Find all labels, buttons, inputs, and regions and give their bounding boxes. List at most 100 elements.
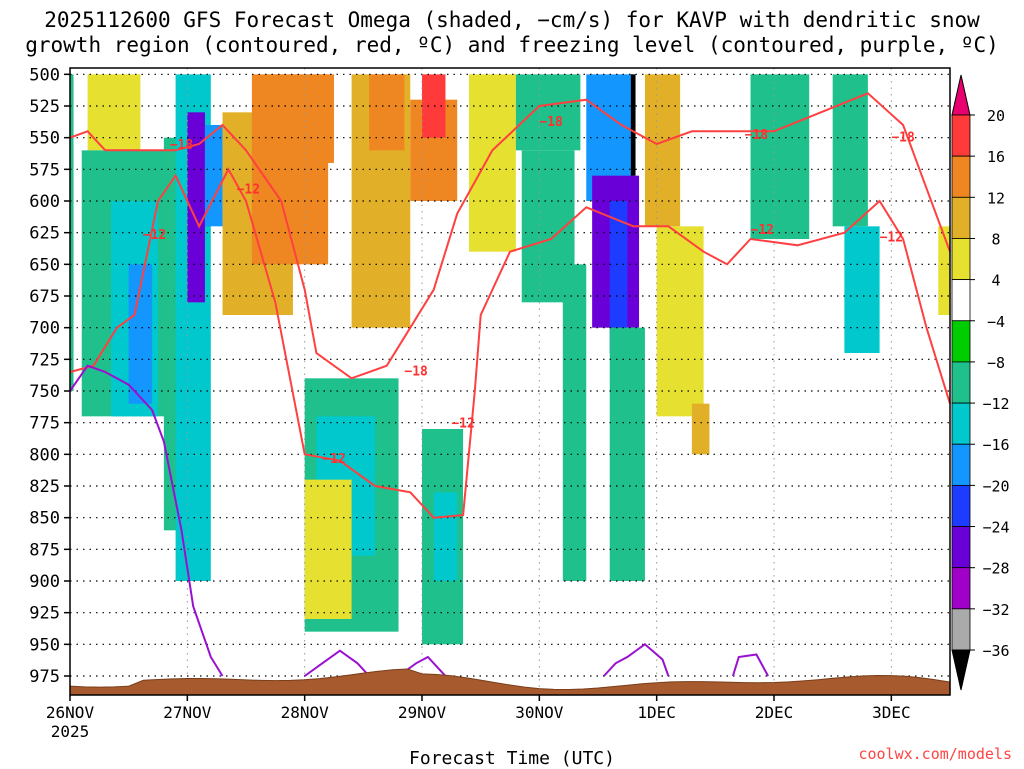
y-tick-label: 800 — [29, 445, 60, 465]
contour-label: −18 — [539, 115, 563, 130]
y-tick-label: 725 — [29, 350, 60, 370]
omega-cell — [433, 492, 458, 581]
colorbar-label: −32 — [982, 601, 1009, 619]
y-tick-label: 975 — [29, 667, 60, 687]
colorbar-segment — [951, 361, 971, 404]
y-tick-label: 875 — [29, 540, 60, 560]
omega-cell — [609, 201, 628, 353]
x-tick-label: 28NOV — [281, 703, 330, 722]
x-tick-label: 29NOV — [398, 703, 447, 722]
colorbar-segment — [951, 608, 971, 651]
colorbar-label: 8 — [991, 230, 1000, 248]
chart-title-line1: 2025112600 GFS Forecast Omega (shaded, −… — [44, 8, 980, 32]
y-tick-label: 650 — [29, 255, 60, 275]
colorbar-bottom-arrow — [951, 649, 971, 691]
y-tick-label: 700 — [29, 319, 60, 339]
colorbar-segment — [951, 526, 971, 569]
contour-label: −18 — [170, 138, 194, 153]
freezing-level-contour — [731, 653, 769, 677]
credit-text: coolwx.com/models — [858, 745, 1012, 763]
colorbar-segment — [951, 279, 971, 322]
contour-label: −12 — [322, 452, 345, 467]
colorbar-label: 4 — [991, 272, 1000, 290]
colorbar-segment — [951, 567, 971, 610]
omega-cell — [691, 403, 710, 455]
freezing-level-contour — [397, 655, 447, 677]
colorbar-top-arrow — [951, 74, 971, 116]
omega-cell — [515, 74, 581, 151]
contour-label: −12 — [751, 223, 774, 238]
colorbar-label: −16 — [982, 436, 1009, 454]
omega-cell — [630, 74, 636, 176]
omega-cell — [750, 74, 810, 239]
freezing-level-contour — [603, 643, 670, 677]
omega-cell — [422, 74, 446, 138]
omega-cell — [562, 264, 587, 581]
y-tick-label: 675 — [29, 287, 60, 307]
omega-cell — [369, 74, 405, 151]
plot-frame — [69, 67, 951, 696]
y-tick-label: 600 — [29, 192, 60, 212]
y-tick-label: 575 — [29, 160, 60, 180]
x-tick-label: 30NOV — [515, 703, 564, 722]
omega-cell — [644, 74, 681, 227]
omega-cell — [263, 74, 334, 163]
omega-cell — [70, 74, 74, 391]
colorbar-segment — [951, 155, 971, 198]
y-tick-label: 525 — [29, 97, 60, 117]
y-tick-label: 850 — [29, 509, 60, 529]
y-tick-label: 625 — [29, 224, 60, 244]
freezing-level-contour — [69, 364, 224, 677]
y-tick-label: 900 — [29, 572, 60, 592]
contour-label: −18 — [891, 130, 915, 145]
omega-cell — [204, 125, 223, 227]
colorbar-segment — [951, 484, 971, 527]
colorbar-label: 12 — [987, 189, 1005, 207]
x-tick-label: 2DEC — [755, 703, 794, 722]
x-tick-label: 3DEC — [872, 703, 911, 722]
y-tick-label: 925 — [29, 604, 60, 624]
colorbar-segment — [951, 443, 971, 486]
colorbar-label: −36 — [982, 642, 1009, 660]
contour-label: −12 — [451, 417, 474, 432]
y-tick-label: 775 — [29, 414, 60, 434]
contour-label: −18 — [404, 365, 428, 380]
colorbar-segment — [951, 320, 971, 363]
colorbar-label: 16 — [987, 148, 1005, 166]
omega-cell — [656, 226, 704, 417]
contour-label: −12 — [237, 182, 260, 197]
colorbar-segment — [951, 114, 971, 157]
y-tick-label: 750 — [29, 382, 60, 402]
x-tick-label: 1DEC — [637, 703, 676, 722]
colorbar-label: 20 — [987, 107, 1005, 125]
contour-label: −18 — [745, 128, 769, 143]
x-axis-title: Forecast Time (UTC) — [409, 748, 615, 769]
omega-cell — [609, 327, 645, 581]
colorbar-label: −28 — [982, 560, 1009, 578]
omega-cell — [128, 264, 153, 404]
colorbar-segment — [951, 238, 971, 281]
omega-cell — [938, 226, 950, 315]
colorbar-label: −24 — [982, 519, 1009, 537]
x-tick-label: 27NOV — [163, 703, 212, 722]
colorbar-label: −8 — [987, 354, 1005, 372]
contour-label: −12 — [143, 228, 166, 243]
omega-cell — [187, 112, 205, 303]
freezing-level-contour — [304, 649, 370, 677]
dgz-contour-line — [69, 92, 951, 380]
colorbar-label: −4 — [987, 313, 1005, 331]
contour-label: −12 — [880, 230, 903, 245]
omega-cell — [832, 74, 868, 227]
x-tick-label: 26NOV — [46, 703, 95, 722]
colorbar-label: −20 — [982, 477, 1009, 495]
y-tick-label: 550 — [29, 129, 60, 149]
y-tick-label: 950 — [29, 635, 60, 655]
colorbar-segment — [951, 196, 971, 239]
colorbar-label: −12 — [982, 395, 1009, 413]
x-tick-sublabel: 2025 — [51, 722, 90, 741]
y-tick-label: 500 — [29, 65, 60, 85]
y-tick-label: 825 — [29, 477, 60, 497]
dgz-contour-line — [69, 167, 951, 519]
omega-cell — [844, 226, 880, 353]
